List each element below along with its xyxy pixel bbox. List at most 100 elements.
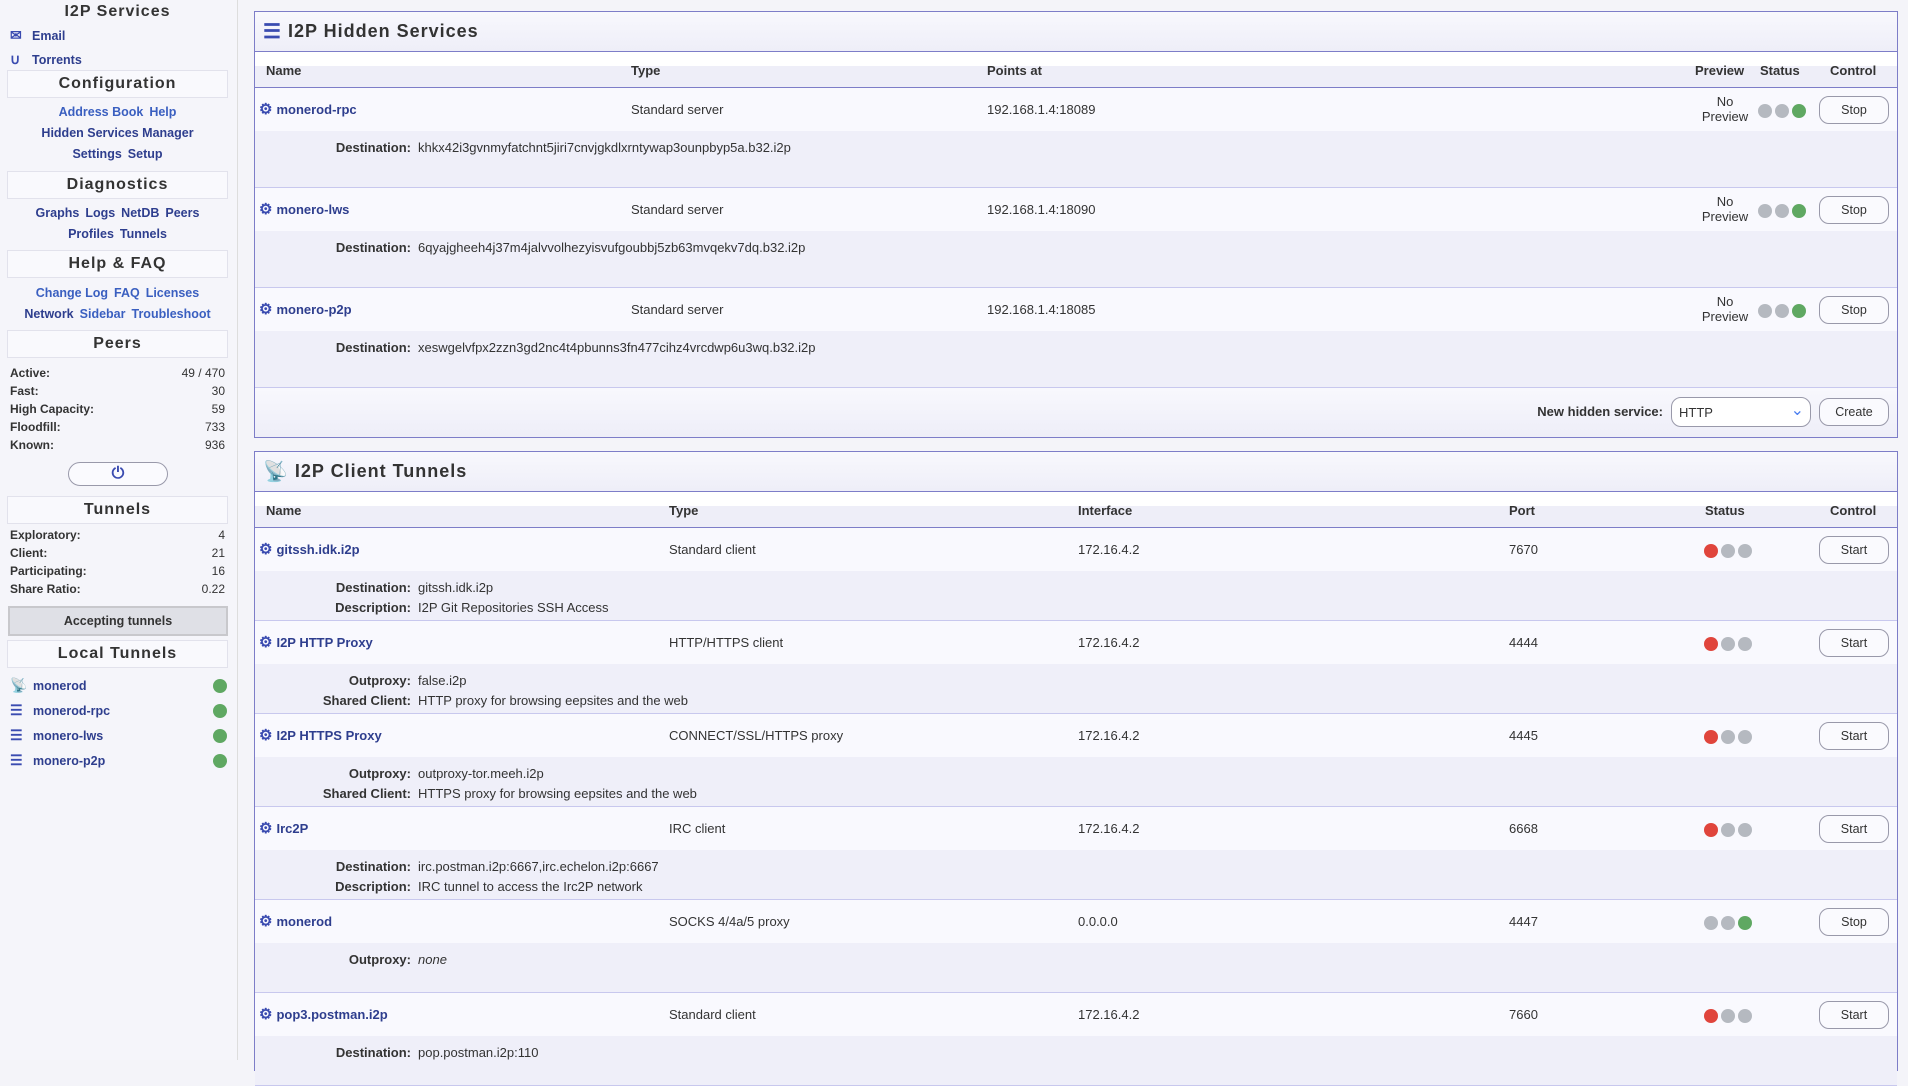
gear-icon[interactable]: ⚙ — [259, 727, 273, 744]
type-cell: Standard server — [631, 102, 724, 117]
row-details: Destination: pop.postman.i2p:110 — [255, 1036, 1897, 1085]
tunnels-heading: Tunnels — [7, 496, 228, 524]
link-peers[interactable]: Peers — [165, 206, 200, 220]
link-tunnels[interactable]: Tunnels — [119, 227, 167, 241]
start-button[interactable]: Start — [1819, 1001, 1889, 1029]
select-value: HTTP — [1679, 405, 1713, 420]
tunnel-name-link[interactable]: ⚙ monerod — [259, 912, 332, 930]
type-cell: IRC client — [669, 821, 726, 836]
stop-button[interactable]: Stop — [1819, 96, 1889, 124]
name-text: monero-p2p — [276, 301, 352, 317]
link-netdb[interactable]: NetDB — [121, 206, 160, 220]
tunnel-name-link[interactable]: ⚙ pop3.postman.i2p — [259, 1005, 388, 1023]
row-main: ⚙ Irc2P IRC client 172.16.4.2 6668 Start — [255, 807, 1897, 850]
link-help[interactable]: Help — [149, 105, 177, 119]
services-heading: I2P Services — [64, 3, 171, 20]
detail-value: HTTPS proxy for browsing eepsites and th… — [418, 786, 697, 801]
link-setup[interactable]: Setup — [127, 147, 163, 161]
status-dot — [1792, 104, 1806, 118]
status-dot — [1775, 204, 1789, 218]
tunnel-name-link[interactable]: ⚙ Irc2P — [259, 819, 308, 837]
name-text: gitssh.idk.i2p — [276, 541, 360, 557]
power-button[interactable]: ⏻ — [68, 462, 168, 486]
local-tunnel-monerod-rpc[interactable]: ☰ monerod-rpc — [10, 702, 227, 719]
interface-cell: 172.16.4.2 — [1078, 821, 1140, 836]
row-main: ⚙ I2P HTTP Proxy HTTP/HTTPS client 172.16.4… — [255, 621, 1897, 664]
link-sidebar[interactable]: Sidebar — [79, 307, 126, 321]
row-main: ⚙ gitssh.idk.i2p Standard client 172.16.4.2… — [255, 528, 1897, 571]
tunnel-name-link[interactable]: ⚙ I2P HTTP Proxy — [259, 633, 373, 651]
power-icon: ⏻ — [111, 465, 125, 482]
local-tunnel-monerod[interactable]: 📡 monerod — [10, 677, 227, 694]
link-settings[interactable]: Settings — [72, 147, 122, 161]
detail-line: Destination: khkx42i3gvnmyfatchnt5jiri7cn… — [255, 138, 1897, 158]
link-address-book[interactable]: Address Book — [58, 105, 144, 119]
header-control: Control — [1830, 63, 1877, 78]
envelope-icon: ✉ — [10, 27, 22, 43]
client-tunnels-title: 📡 I2P Client Tunnels — [255, 452, 1897, 492]
help-heading: Help & FAQ — [7, 250, 228, 278]
link-logs[interactable]: Logs — [85, 206, 116, 220]
port-cell: 7670 — [1509, 542, 1538, 557]
start-button[interactable]: Start — [1819, 536, 1889, 564]
gear-icon[interactable]: ⚙ — [259, 541, 273, 558]
row-details: Outproxy: false.i2p Shared Client: HTTP pro… — [255, 664, 1897, 713]
status-dot — [1704, 637, 1718, 651]
stat-label: Participating: — [10, 564, 87, 578]
port-cell: 4444 — [1509, 635, 1538, 650]
port-cell: 6668 — [1509, 821, 1538, 836]
local-tunnel-label: monero-p2p — [33, 753, 106, 768]
tunnel-name-link[interactable]: ⚙ gitssh.idk.i2p — [259, 540, 360, 558]
detail-value: IRC tunnel to access the Irc2P network — [418, 879, 643, 894]
gear-icon[interactable]: ⚙ — [259, 913, 273, 930]
tunnel-name-link[interactable]: ⚙ monerod-rpc — [259, 100, 357, 118]
gear-icon[interactable]: ⚙ — [259, 201, 273, 218]
link-graphs[interactable]: Graphs — [35, 206, 80, 220]
port-cell: 4447 — [1509, 914, 1538, 929]
accepting-tunnels-button[interactable]: Accepting tunnels — [8, 606, 228, 636]
tunnel-name-link[interactable]: ⚙ monero-lws — [259, 200, 349, 218]
link-change-log[interactable]: Change Log — [35, 286, 108, 300]
stop-button[interactable]: Stop — [1819, 296, 1889, 324]
gear-icon[interactable]: ⚙ — [259, 301, 273, 318]
local-tunnel-monero-p2p[interactable]: ☰ monero-p2p — [10, 752, 227, 769]
status-dot — [1704, 916, 1718, 930]
stat-value: 21 — [211, 546, 225, 560]
detail-value: pop.postman.i2p:110 — [418, 1045, 539, 1060]
stat-value: 49 / 470 — [181, 366, 225, 380]
detail-label: Shared Client: — [322, 786, 411, 801]
sidebar-link-torrents[interactable]: ∪ Torrents — [10, 51, 82, 68]
sidebar-link-email[interactable]: ✉ Email — [10, 27, 65, 44]
satellite-icon: 📡 — [263, 461, 289, 483]
link-profiles[interactable]: Profiles — [68, 227, 114, 241]
tunnel-name-link[interactable]: ⚙ monero-p2p — [259, 300, 352, 318]
status-indicator — [1758, 104, 1806, 118]
link-licenses[interactable]: Licenses — [145, 286, 200, 300]
stop-button[interactable]: Stop — [1819, 908, 1889, 936]
stat-label: Floodfill: — [10, 420, 61, 434]
link-troubleshoot[interactable]: Troubleshoot — [131, 307, 211, 321]
link-hidden-services-manager[interactable]: Hidden Services Manager — [41, 126, 194, 140]
link-faq[interactable]: FAQ — [114, 286, 140, 300]
link-network[interactable]: Network — [24, 307, 74, 321]
detail-line: Outproxy: false.i2p — [255, 671, 1897, 691]
status-indicator — [1758, 304, 1806, 318]
stop-button[interactable]: Stop — [1819, 196, 1889, 224]
detail-value: outproxy-tor.meeh.i2p — [418, 766, 544, 781]
gear-icon[interactable]: ⚙ — [259, 634, 273, 651]
row-details: Destination: khkx42i3gvnmyfatchnt5jiri7cn… — [255, 131, 1897, 187]
local-tunnel-monero-lws[interactable]: ☰ monero-lws — [10, 727, 227, 744]
detail-line: Destination: irc.postman.i2p:6667,irc.ech… — [255, 857, 1897, 877]
gear-icon[interactable]: ⚙ — [259, 1006, 273, 1023]
start-button[interactable]: Start — [1819, 629, 1889, 657]
service-type-select[interactable]: HTTP ⌄ — [1671, 397, 1811, 427]
table-row: ⚙ gitssh.idk.i2p Standard client 172.16.4.2… — [255, 528, 1897, 621]
hidden-services-panel: ☰ I2P Hidden Services Name Type Points at… — [254, 11, 1898, 438]
status-dot — [1738, 544, 1752, 558]
start-button[interactable]: Start — [1819, 815, 1889, 843]
gear-icon[interactable]: ⚙ — [259, 820, 273, 837]
start-button[interactable]: Start — [1819, 722, 1889, 750]
gear-icon[interactable]: ⚙ — [259, 101, 273, 118]
create-button[interactable]: Create — [1819, 398, 1889, 426]
tunnel-name-link[interactable]: ⚙ I2P HTTPS Proxy — [259, 726, 382, 744]
